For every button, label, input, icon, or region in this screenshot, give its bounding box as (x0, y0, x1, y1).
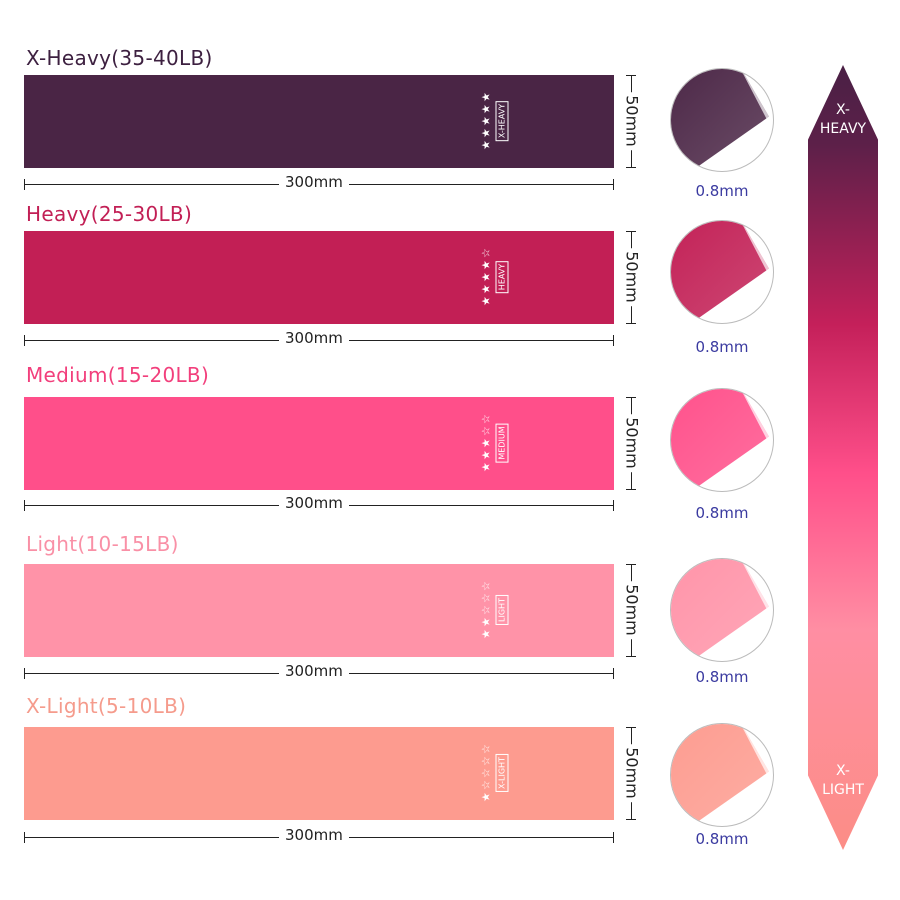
width-dimension: 50mm (622, 231, 642, 324)
band-fold-image (671, 389, 769, 491)
band-title: Heavy(25-30LB) (26, 202, 193, 226)
star-outline-icon: ☆ (479, 768, 493, 778)
star-filled-icon: ★ (479, 284, 493, 294)
band-level-label: HEAVY (495, 260, 509, 294)
resistance-band: ★ ★ ★ ☆ ☆ MEDIUM (24, 397, 614, 490)
star-outline-icon: ☆ (479, 593, 493, 603)
star-outline-icon: ☆ (479, 780, 493, 790)
width-dimension: 50mm (622, 727, 642, 820)
scale-bottom-label: X- LIGHT (822, 763, 864, 798)
width-dimension: 50mm (622, 564, 642, 657)
width-dimension: 50mm (622, 397, 642, 490)
star-filled-icon: ★ (479, 617, 493, 627)
scale-top-label: X- HEAVY (819, 102, 867, 137)
band-fold-image (671, 559, 769, 661)
thickness-closeup (670, 723, 774, 827)
thickness-label: 0.8mm (695, 504, 749, 522)
dimension-tick (24, 500, 25, 511)
width-label: 50mm (622, 92, 642, 150)
band-level-label: LIGHT (495, 595, 509, 625)
rating-stars: ★ ★ ★ ★ ☆ (480, 247, 493, 307)
star-outline-icon: ☆ (479, 756, 493, 766)
star-filled-icon: ★ (479, 296, 493, 306)
resistance-band: ★ ★ ★ ★ ☆ HEAVY (24, 231, 614, 324)
dimension-tick (613, 832, 614, 843)
resistance-band: ★ ★ ★ ★ ★ X-HEAVY (24, 75, 614, 168)
resistance-band: ★ ☆ ☆ ☆ ☆ X-LIGHT (24, 727, 614, 820)
rating-stars: ★ ★ ☆ ☆ ☆ (480, 580, 493, 640)
length-label: 300mm (279, 662, 349, 680)
star-outline-icon: ☆ (479, 581, 493, 591)
width-dimension: 50mm (622, 75, 642, 168)
length-dimension: 300mm (24, 494, 614, 512)
band-fold-image (671, 69, 769, 171)
length-dimension: 300mm (24, 173, 614, 191)
thickness-label: 0.8mm (695, 338, 749, 356)
band-tag-content: ★ ★ ★ ☆ ☆ MEDIUM (480, 413, 509, 473)
width-label: 50mm (622, 744, 642, 802)
band-level-label: MEDIUM (495, 423, 509, 463)
dimension-tick (613, 668, 614, 679)
dimension-tick (613, 179, 614, 190)
dimension-tick (613, 500, 614, 511)
thickness-label: 0.8mm (695, 668, 749, 686)
dimension-tick (24, 335, 25, 346)
band-title: Medium(15-20LB) (26, 363, 210, 387)
star-outline-icon: ☆ (479, 605, 493, 615)
star-filled-icon: ★ (479, 629, 493, 639)
star-filled-icon: ★ (479, 104, 493, 114)
rating-stars: ★ ☆ ☆ ☆ ☆ (480, 743, 493, 803)
thickness-closeup (670, 68, 774, 172)
rating-stars: ★ ★ ★ ☆ ☆ (480, 413, 493, 473)
dimension-tick (24, 668, 25, 679)
band-title: Light(10-15LB) (26, 532, 179, 556)
thickness-closeup (670, 388, 774, 492)
star-filled-icon: ★ (479, 140, 493, 150)
band-title: X-Light(5-10LB) (26, 694, 187, 718)
band-level-label: X-LIGHT (495, 754, 509, 792)
star-filled-icon: ★ (479, 450, 493, 460)
band-fold-image (671, 724, 769, 826)
thickness-closeup (670, 558, 774, 662)
length-dimension: 300mm (24, 662, 614, 680)
star-outline-icon: ☆ (479, 744, 493, 754)
band-level-label: X-HEAVY (495, 100, 509, 142)
rating-stars: ★ ★ ★ ★ ★ (480, 91, 493, 151)
star-outline-icon: ☆ (479, 426, 493, 436)
star-filled-icon: ★ (479, 792, 493, 802)
band-tag-content: ★ ★ ★ ★ ☆ HEAVY (480, 247, 509, 307)
width-label: 50mm (622, 581, 642, 639)
star-outline-icon: ☆ (479, 248, 493, 258)
thickness-closeup (670, 220, 774, 324)
width-label: 50mm (622, 414, 642, 472)
length-label: 300mm (279, 173, 349, 191)
band-title: X-Heavy(35-40LB) (26, 46, 213, 70)
length-label: 300mm (279, 494, 349, 512)
dimension-tick (613, 335, 614, 346)
star-filled-icon: ★ (479, 272, 493, 282)
star-filled-icon: ★ (479, 92, 493, 102)
star-filled-icon: ★ (479, 260, 493, 270)
length-dimension: 300mm (24, 329, 614, 347)
star-filled-icon: ★ (479, 116, 493, 126)
star-filled-icon: ★ (479, 438, 493, 448)
width-label: 50mm (622, 248, 642, 306)
band-fold-image (671, 221, 769, 323)
dimension-tick (24, 179, 25, 190)
length-label: 300mm (279, 329, 349, 347)
resistance-scale-arrow (808, 65, 878, 850)
thickness-label: 0.8mm (695, 182, 749, 200)
band-tag-content: ★ ☆ ☆ ☆ ☆ X-LIGHT (480, 743, 509, 803)
length-dimension: 300mm (24, 826, 614, 844)
star-filled-icon: ★ (479, 128, 493, 138)
resistance-band: ★ ★ ☆ ☆ ☆ LIGHT (24, 564, 614, 657)
band-tag-content: ★ ★ ☆ ☆ ☆ LIGHT (480, 580, 509, 640)
thickness-label: 0.8mm (695, 830, 749, 848)
star-filled-icon: ★ (479, 462, 493, 472)
length-label: 300mm (279, 826, 349, 844)
band-tag-content: ★ ★ ★ ★ ★ X-HEAVY (480, 91, 509, 151)
star-outline-icon: ☆ (479, 414, 493, 424)
dimension-tick (24, 832, 25, 843)
